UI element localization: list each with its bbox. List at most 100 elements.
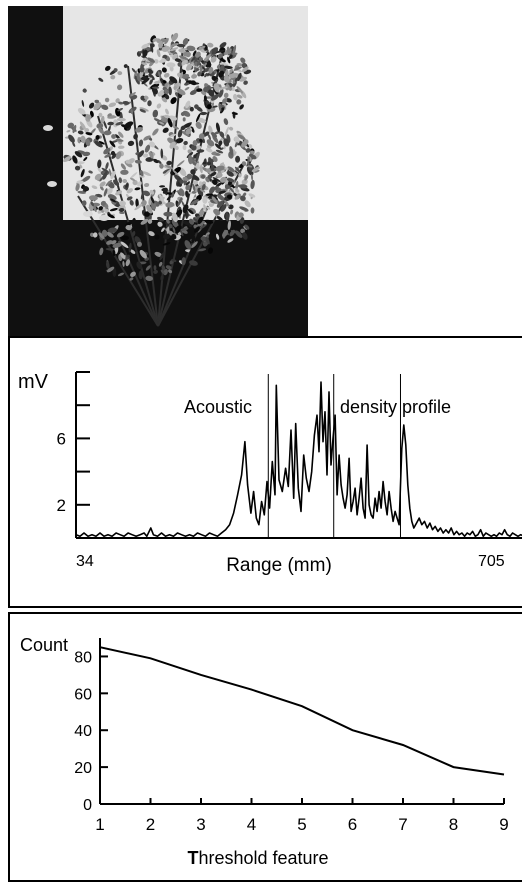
shrub-leaf <box>174 145 179 151</box>
shrub-leaf <box>133 70 138 80</box>
shrub-leaf <box>153 59 159 64</box>
x-tick-label: 5 <box>297 815 306 834</box>
shrub-leaf <box>77 107 86 115</box>
shrub-leaf <box>165 265 172 270</box>
shrub-leaf <box>229 229 236 237</box>
shrub-leaf <box>107 194 117 201</box>
shrub-leaf <box>129 199 134 206</box>
shrub-leaf <box>176 160 185 167</box>
shrub-leaf <box>140 191 144 200</box>
shrub-leaf <box>190 199 199 206</box>
shrub-leaf <box>139 66 145 73</box>
shrub-leaf <box>210 164 215 172</box>
shrub-leaf <box>72 155 78 164</box>
shrub-leaf <box>204 53 211 62</box>
shrub-leaf <box>160 148 164 159</box>
shrub-leaf <box>162 168 171 174</box>
shrub-leaf <box>182 117 186 122</box>
shrub-leaf <box>235 155 241 163</box>
shrub-leaf <box>123 64 128 69</box>
shrub-leaf <box>143 135 151 141</box>
shrub-leaf <box>219 131 225 138</box>
shrub-leaf <box>233 66 242 71</box>
shrub-leaf <box>197 216 204 225</box>
shrub-leaf <box>113 68 118 72</box>
shrub-leaf <box>182 51 191 57</box>
shrub-leaf <box>137 241 142 247</box>
shrub-leaf <box>182 38 189 46</box>
shrub-leaf <box>204 101 208 109</box>
shrub-leaf <box>152 37 158 42</box>
shrub-leaf <box>160 117 171 123</box>
shrub-leaf <box>141 77 150 85</box>
shrub-leaf <box>105 65 111 71</box>
shrub-leaf <box>216 172 223 178</box>
count-threshold-chart: 0 20 40 60 80 1 2 3 4 5 6 7 8 9 Count Threshold featu… <box>20 635 509 868</box>
shrub-leaf <box>212 78 219 87</box>
shrub-leaf <box>218 88 224 98</box>
shrub-leaf <box>110 74 116 80</box>
shrub-leaf <box>161 67 167 73</box>
shrub-leaf <box>239 217 245 224</box>
shrub-leaf <box>158 40 164 49</box>
shrub-leaf <box>128 242 132 253</box>
shrub-leaf <box>184 240 192 250</box>
shrub-leaf <box>186 173 193 180</box>
shrub-leaf <box>217 53 223 59</box>
shrub-leaf <box>142 153 149 158</box>
shrub-leaf <box>162 242 171 246</box>
shrub-leaf <box>223 75 230 83</box>
shrub-leaf <box>88 170 93 174</box>
shrub-leaf <box>202 196 208 204</box>
shrub-leaf <box>98 112 103 118</box>
shrub-leaf <box>76 161 85 165</box>
shrub-leaf <box>196 59 201 67</box>
shrub-leaf <box>112 249 116 257</box>
shrub-leaf <box>145 275 153 282</box>
shrub-leaf <box>192 183 196 192</box>
shrub-leaf <box>172 119 176 128</box>
shrub-leaf <box>116 117 126 122</box>
shrub-leaf <box>110 198 117 203</box>
shrub-leaf <box>99 186 104 191</box>
shrub-leaf <box>198 45 206 51</box>
shrub-leaf <box>165 201 175 208</box>
shrub-leaf <box>241 179 248 185</box>
shrub-leaf <box>185 128 192 135</box>
shrub-leaf <box>153 269 158 274</box>
x-tick-left: 34 <box>76 553 94 570</box>
shrub-leaf <box>177 62 182 67</box>
shrub-leaf <box>244 224 250 230</box>
shrub-leaf <box>117 272 125 277</box>
shrub-leaf <box>166 62 176 68</box>
shrub-leaf <box>136 261 143 270</box>
shrub-leaf <box>156 49 161 58</box>
shrub-leaf <box>74 151 83 158</box>
shrub-leaf <box>161 265 166 272</box>
shrub-leaf <box>81 99 85 107</box>
y-axis-label: Count <box>20 635 68 655</box>
shrub-leaf <box>105 248 115 251</box>
shrub-leaf <box>191 56 196 62</box>
shrub-leaf <box>147 57 156 63</box>
shrub-leaf <box>120 169 129 175</box>
shrub-leaf <box>198 248 207 252</box>
shrub-leaf <box>230 209 234 215</box>
shrub-leaf <box>191 74 198 79</box>
shrub-leaf <box>150 201 157 210</box>
shrub-leaf <box>218 140 223 146</box>
shrub-leaf <box>142 49 148 57</box>
shrub-leaf <box>167 51 174 56</box>
shrub-leaf <box>170 97 177 105</box>
shrub-leaf <box>178 188 185 197</box>
shrub-leaf <box>90 201 94 207</box>
shrub-leaf <box>141 43 149 49</box>
shrub-leaf <box>141 62 148 66</box>
shrub-leaf <box>116 231 125 238</box>
shrub-leaf <box>168 224 173 229</box>
shrub-leaf <box>239 76 248 82</box>
x-tick-label: 9 <box>499 815 508 834</box>
shrub-leaf <box>206 104 212 110</box>
shrub-leaf <box>227 185 235 194</box>
shrub-leaf <box>139 109 146 113</box>
